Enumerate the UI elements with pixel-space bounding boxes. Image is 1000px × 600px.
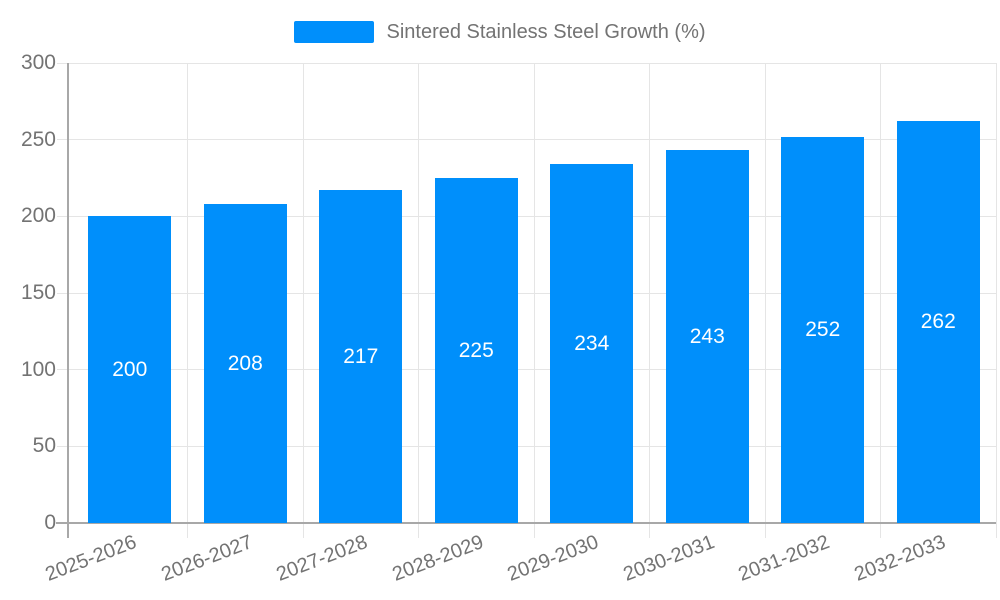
legend-item[interactable]: Sintered Stainless Steel Growth (%) bbox=[0, 19, 1000, 45]
y-gridline bbox=[57, 215, 996, 217]
x-axis-line bbox=[56, 522, 996, 524]
x-axis-label: 2028-2029 bbox=[388, 531, 487, 586]
x-gridline bbox=[533, 63, 535, 538]
bar[interactable] bbox=[88, 216, 172, 523]
y-axis-label: 300 bbox=[20, 51, 56, 74]
x-axis-label: 2026-2027 bbox=[157, 531, 256, 586]
bar[interactable] bbox=[434, 178, 518, 523]
y-axis-label: 50 bbox=[32, 434, 56, 458]
x-gridline bbox=[649, 63, 650, 538]
x-gridline bbox=[880, 63, 881, 538]
y-axis-label: 0 bbox=[44, 511, 56, 534]
y-axis-label: 250 bbox=[20, 127, 56, 151]
bar[interactable] bbox=[896, 121, 980, 523]
bar[interactable] bbox=[550, 164, 634, 523]
y-gridline bbox=[57, 292, 996, 294]
y-axis-line bbox=[66, 63, 69, 538]
bar[interactable] bbox=[203, 204, 287, 523]
x-axis-label: 2027-2028 bbox=[273, 531, 371, 586]
y-gridline bbox=[57, 445, 996, 447]
x-axis-label: 2031-2032 bbox=[735, 531, 833, 586]
y-axis-label: 150 bbox=[20, 281, 56, 304]
x-gridline bbox=[764, 63, 766, 538]
legend-label: Sintered Stainless Steel Growth (%) bbox=[386, 20, 706, 43]
x-gridline bbox=[418, 63, 419, 538]
y-gridline bbox=[57, 139, 996, 141]
x-axis-label: 2032-2033 bbox=[850, 531, 949, 586]
bar[interactable] bbox=[665, 150, 749, 523]
y-axis-label: 100 bbox=[20, 357, 56, 381]
x-axis-label: 2029-2030 bbox=[504, 531, 602, 586]
y-gridline bbox=[57, 369, 996, 371]
legend-swatch bbox=[294, 21, 375, 43]
y-axis-label: 200 bbox=[20, 204, 56, 228]
y-gridline bbox=[57, 62, 996, 64]
x-gridline bbox=[302, 63, 304, 538]
x-gridline bbox=[995, 63, 997, 538]
x-axis-label: 2025-2026 bbox=[42, 531, 140, 586]
bar[interactable] bbox=[781, 136, 865, 523]
bar[interactable] bbox=[319, 190, 403, 523]
x-axis-label: 2030-2031 bbox=[619, 531, 718, 586]
x-gridline bbox=[187, 63, 188, 538]
